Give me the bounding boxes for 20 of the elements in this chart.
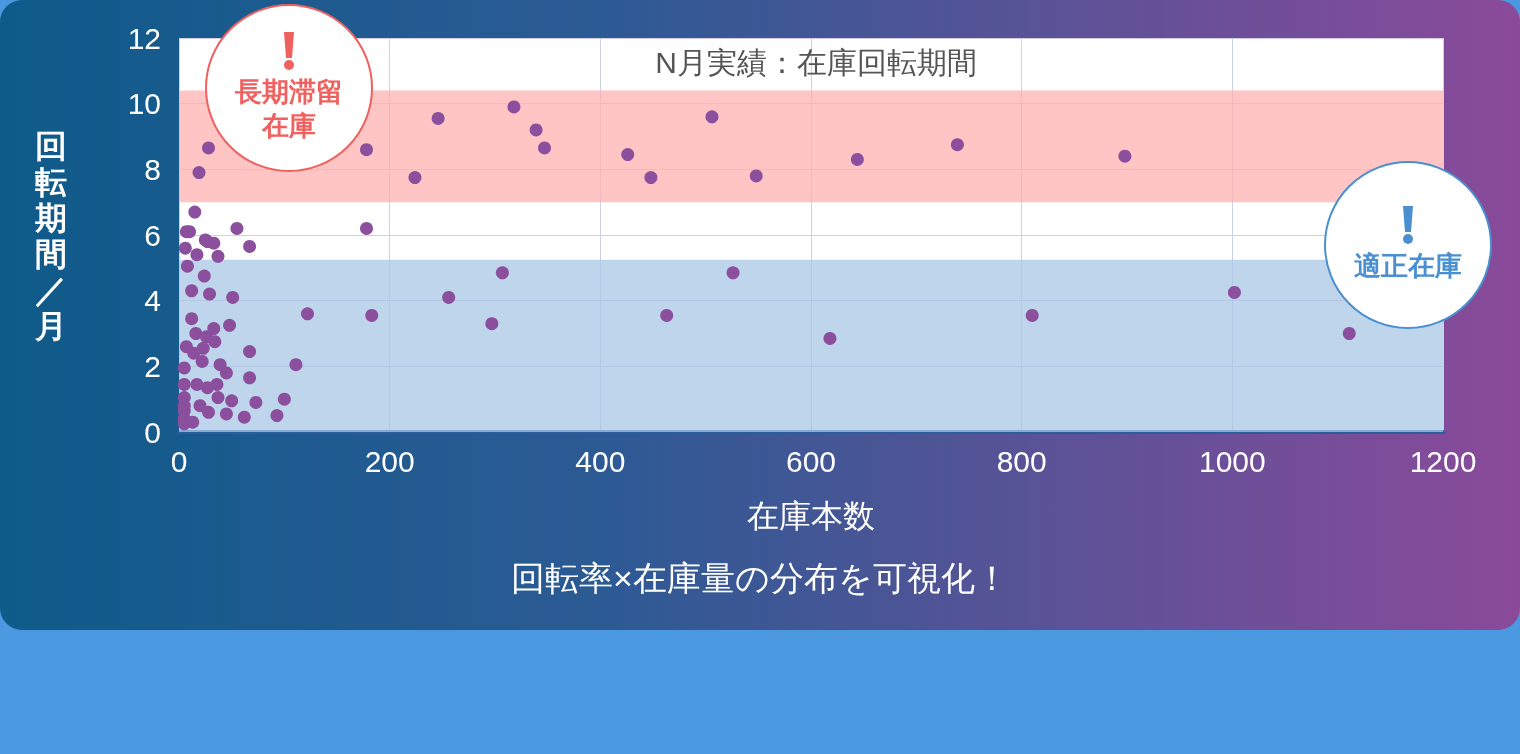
chart-title: N月実績：在庫回転期間: [655, 45, 977, 79]
text: 回転率×在庫量の分布を可視化！: [510, 558, 1010, 599]
x-tick-label: 1000: [1198, 444, 1266, 478]
x-tick-label: 400: [575, 444, 626, 478]
y-tick-label: 4: [144, 284, 161, 318]
band-label: 適正在庫: [1353, 250, 1463, 284]
y-tick-label: 6: [144, 218, 161, 252]
x-axis-title: 在庫本数: [747, 498, 875, 534]
x-tick-label: 600: [785, 444, 837, 478]
y-tick-label: 2: [144, 349, 161, 383]
y-tick-label: 12: [127, 21, 161, 55]
y-tick-label: 10: [127, 87, 161, 121]
y-tick-label: 0: [144, 415, 161, 449]
x-tick-label: 0: [170, 444, 188, 478]
x-tick-label: 800: [996, 444, 1047, 478]
x-tick-label: 200: [364, 444, 415, 478]
y-tick-label: 8: [144, 152, 161, 186]
band-label: 長期滞留在庫: [234, 76, 344, 143]
y-axis-title: 回転期間／月: [34, 128, 68, 344]
x-tick-label: 1200: [1409, 444, 1477, 478]
